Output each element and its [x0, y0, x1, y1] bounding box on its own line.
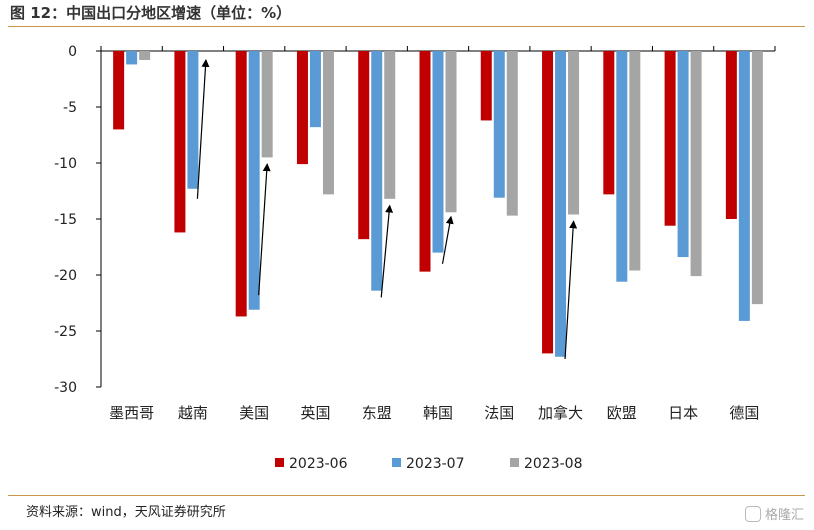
annotation-arrow	[441, 215, 454, 264]
category-label: 德国	[729, 404, 759, 422]
bar-2023-08-日本	[690, 51, 702, 277]
y-tick-label: -20	[54, 268, 77, 284]
legend-swatch	[392, 458, 401, 467]
watermark: 格隆汇	[744, 504, 804, 523]
category-label: 英国	[300, 404, 330, 422]
legend-swatch	[510, 458, 519, 467]
category-label: 加拿大	[538, 404, 583, 422]
bar-2023-06-法国	[480, 51, 492, 121]
bar-2023-07-加拿大	[555, 51, 567, 357]
bar-2023-08-墨西哥	[139, 51, 151, 60]
top-divider	[8, 26, 805, 27]
bar-2023-07-德国	[738, 51, 750, 321]
bar-2023-06-韩国	[419, 51, 431, 272]
legend-swatch	[275, 458, 284, 467]
figure-title: 图 12：中国出口分地区增速（单位：%）	[10, 4, 292, 22]
y-tick-label: -15	[54, 212, 77, 228]
bar-2023-07-欧盟	[616, 51, 628, 282]
category-label: 东盟	[362, 404, 392, 422]
bar-2023-07-韩国	[432, 51, 444, 253]
bar-2023-06-东盟	[358, 51, 370, 240]
legend-label: 2023-06	[289, 456, 348, 472]
bar-2023-07-英国	[309, 51, 321, 128]
category-label: 欧盟	[607, 404, 637, 422]
watermark-text: 格隆汇	[764, 508, 804, 523]
bar-2023-06-美国	[235, 51, 247, 317]
bar-2023-07-东盟	[371, 51, 383, 291]
annotation-arrow	[380, 204, 394, 298]
annotation-arrow	[564, 220, 578, 360]
y-tick-label: -30	[54, 380, 77, 396]
bar-2023-08-欧盟	[629, 51, 641, 271]
bar-2023-08-东盟	[384, 51, 396, 199]
bar-2023-06-英国	[296, 51, 308, 165]
annotation-arrow	[258, 163, 271, 296]
bar-2023-08-英国	[322, 51, 334, 195]
bar-2023-06-德国	[725, 51, 737, 219]
category-label: 美国	[239, 404, 269, 422]
bar-2023-06-加拿大	[542, 51, 554, 354]
bottom-divider	[8, 495, 805, 496]
bar-2023-07-日本	[677, 51, 689, 258]
category-label: 日本	[668, 404, 698, 422]
category-label: 墨西哥	[109, 404, 154, 422]
bar-2023-08-韩国	[445, 51, 457, 213]
bar-2023-07-法国	[493, 51, 505, 198]
y-tick-label: 0	[68, 44, 77, 60]
bar-2023-06-日本	[664, 51, 676, 226]
bar-2023-06-越南	[174, 51, 186, 233]
bar-2023-08-美国	[261, 51, 273, 158]
annotation-arrow	[196, 58, 210, 199]
legend-label: 2023-08	[524, 456, 583, 472]
bar-chart: 0 -5 -10 -15 -20 -25 -30 墨西哥 越南 美国 英国 东盟 韩国 法国 加拿大 欧盟 日…	[54, 44, 776, 472]
bar-2023-08-法国	[506, 51, 518, 216]
y-tick-label: -25	[54, 324, 77, 340]
bar-2023-06-欧盟	[603, 51, 615, 195]
category-label: 韩国	[423, 404, 453, 422]
bar-2023-08-德国	[751, 51, 763, 305]
bar-2023-07-墨西哥	[126, 51, 138, 65]
bar-2023-08-加拿大	[568, 51, 580, 215]
bar-2023-06-墨西哥	[113, 51, 125, 130]
source-note: 资料来源：wind，天风证券研究所	[26, 505, 226, 520]
category-label: 越南	[178, 404, 208, 422]
bar-2023-07-越南	[187, 51, 199, 189]
y-tick-label: -10	[54, 156, 77, 172]
watermark-logo-icon	[744, 505, 761, 522]
legend-label: 2023-07	[406, 456, 465, 472]
bar-2023-07-美国	[248, 51, 260, 310]
y-tick-label: -5	[63, 100, 77, 116]
category-label: 法国	[484, 404, 514, 422]
